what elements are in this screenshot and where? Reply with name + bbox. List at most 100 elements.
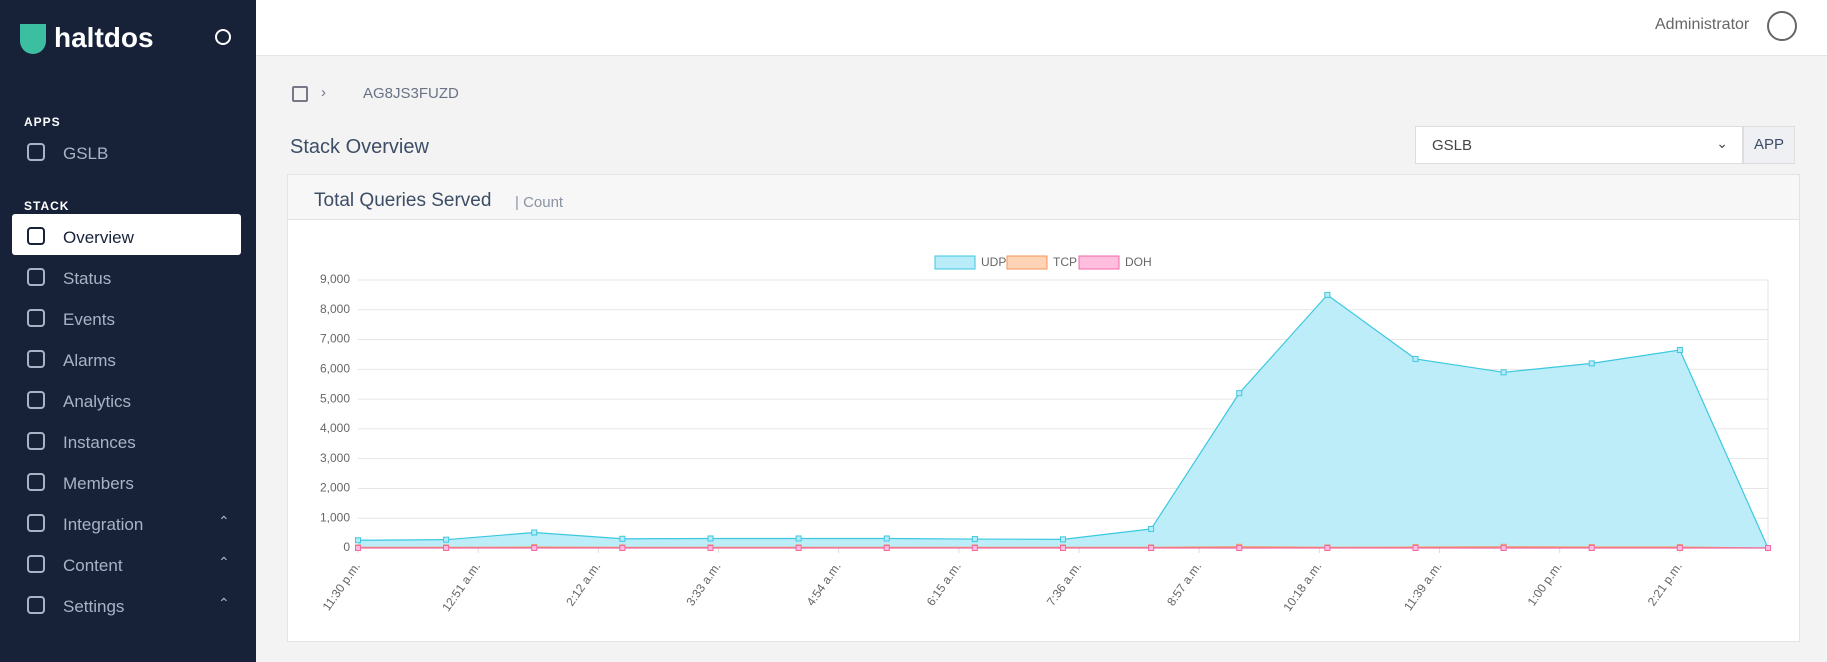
chevron: ⌄ (1716, 135, 1728, 151)
point (1588, 360, 1595, 367)
brand: haltdos (54, 22, 154, 53)
card-header: Total Queries Served | Count (288, 175, 1799, 220)
y-tick-label: 5,000 (320, 391, 350, 405)
point (1412, 355, 1419, 362)
point (1676, 545, 1683, 551)
point (443, 545, 450, 551)
nav-item[interactable]: Settings (63, 597, 125, 616)
point (1060, 536, 1066, 543)
point (1236, 390, 1243, 397)
nav-icon (27, 514, 45, 532)
y-tick-label: 0 (343, 540, 350, 554)
chart-subtitle: | Count (515, 194, 564, 211)
x-tick-label: 11:39 a.m. (1401, 560, 1444, 614)
page-title: Stack Overview (290, 136, 429, 158)
avatar[interactable] (1767, 11, 1797, 41)
user-name[interactable]: Administrator (1655, 16, 1750, 33)
chart: 0 1,000 2,000 3,000 4,000 5,000 6,000 7,000 8,00… (320, 255, 1771, 614)
y-tick-label: 3,000 (320, 451, 350, 465)
point (355, 537, 361, 544)
x-tick-label: 10:18 a.m. (1280, 560, 1324, 614)
point (1324, 545, 1331, 551)
y-tick-label: 7,000 (320, 332, 350, 346)
legend-swatch (1006, 255, 1048, 270)
x-tick-label: 3:33 a.m. (683, 560, 723, 609)
expand-chevron[interactable]: ⌃ (218, 513, 230, 529)
point (1060, 545, 1066, 551)
nav-item[interactable]: Content (63, 556, 123, 575)
section-title: STACK (24, 199, 70, 213)
chart-title: Total Queries Served (314, 190, 492, 211)
nav-icon (27, 309, 45, 327)
point (971, 536, 978, 543)
y-tick-label: 8,000 (320, 302, 350, 316)
point (1324, 291, 1331, 298)
nav-item[interactable]: Members (63, 474, 134, 493)
x-tick-label: 1:00 p.m. (1525, 560, 1565, 609)
point (531, 545, 538, 551)
app-button[interactable]: APP (1743, 126, 1795, 164)
nav-item[interactable]: Overview (63, 228, 134, 247)
nav-icon (27, 473, 45, 491)
x-tick-label: 8:57 a.m. (1164, 560, 1204, 609)
nav-icon (27, 391, 45, 409)
point (707, 535, 714, 542)
expand-chevron[interactable]: ⌃ (218, 595, 230, 611)
nav-icon (27, 268, 45, 286)
point (707, 545, 714, 551)
y-tick-label: 4,000 (320, 421, 350, 435)
active-item (12, 214, 241, 255)
expand-chevron[interactable]: ⌃ (218, 554, 230, 570)
select-value: GSLB (1432, 137, 1473, 154)
x-tick-label: 2:12 a.m. (563, 560, 603, 609)
point (1676, 346, 1683, 353)
point (1148, 545, 1155, 551)
y-tick-label: 6,000 (320, 362, 350, 376)
point (619, 545, 626, 551)
legend-swatch (1078, 255, 1120, 270)
select[interactable]: GSLB ⌄ (1415, 126, 1743, 164)
nav-item[interactable]: Events (63, 310, 115, 329)
area-fill (358, 294, 1768, 548)
x-tick-label: 6:15 a.m. (924, 560, 964, 609)
legend-label: DOH (1125, 255, 1152, 269)
point (1236, 545, 1243, 551)
point (795, 535, 802, 542)
nav-item[interactable]: Alarms (63, 351, 116, 370)
nav-icon (27, 555, 45, 573)
nav-item[interactable]: Instances (63, 433, 136, 452)
x-tick-label: 7:36 a.m. (1044, 560, 1084, 609)
point (971, 545, 978, 551)
point (443, 536, 450, 543)
legend-label: UDP (981, 255, 1006, 269)
point (1500, 369, 1507, 376)
nav-item[interactable]: GSLB (63, 144, 109, 163)
nav-item[interactable]: Integration (63, 515, 144, 534)
x-tick-label: 2:21 p.m. (1645, 560, 1685, 609)
breadcrumb-sep: › (321, 84, 326, 101)
settings-icon[interactable] (215, 29, 231, 45)
section-title: APPS (24, 115, 61, 129)
nav-icon (27, 227, 45, 245)
sidebar: haltdos APPS GSLB STACK Overview Status Event… (0, 0, 256, 662)
point (1412, 545, 1419, 551)
home-icon[interactable] (292, 86, 308, 102)
nav-icon (27, 143, 45, 161)
breadcrumb-current: AG8JS3FUZD (363, 85, 459, 102)
nav-item[interactable]: Status (63, 269, 112, 288)
logo-icon (20, 24, 46, 54)
point (1500, 545, 1507, 551)
point (795, 545, 802, 551)
y-tick-label: 2,000 (320, 481, 350, 495)
point (1765, 545, 1771, 551)
point (619, 535, 626, 542)
point (1148, 525, 1155, 532)
y-tick-label: 9,000 (320, 272, 350, 286)
point (883, 535, 890, 542)
nav-icon (27, 596, 45, 614)
y-tick-label: 1,000 (320, 510, 350, 524)
top-bar: Administrator (256, 0, 1827, 56)
point (531, 529, 538, 536)
nav-item[interactable]: Analytics (63, 392, 132, 411)
